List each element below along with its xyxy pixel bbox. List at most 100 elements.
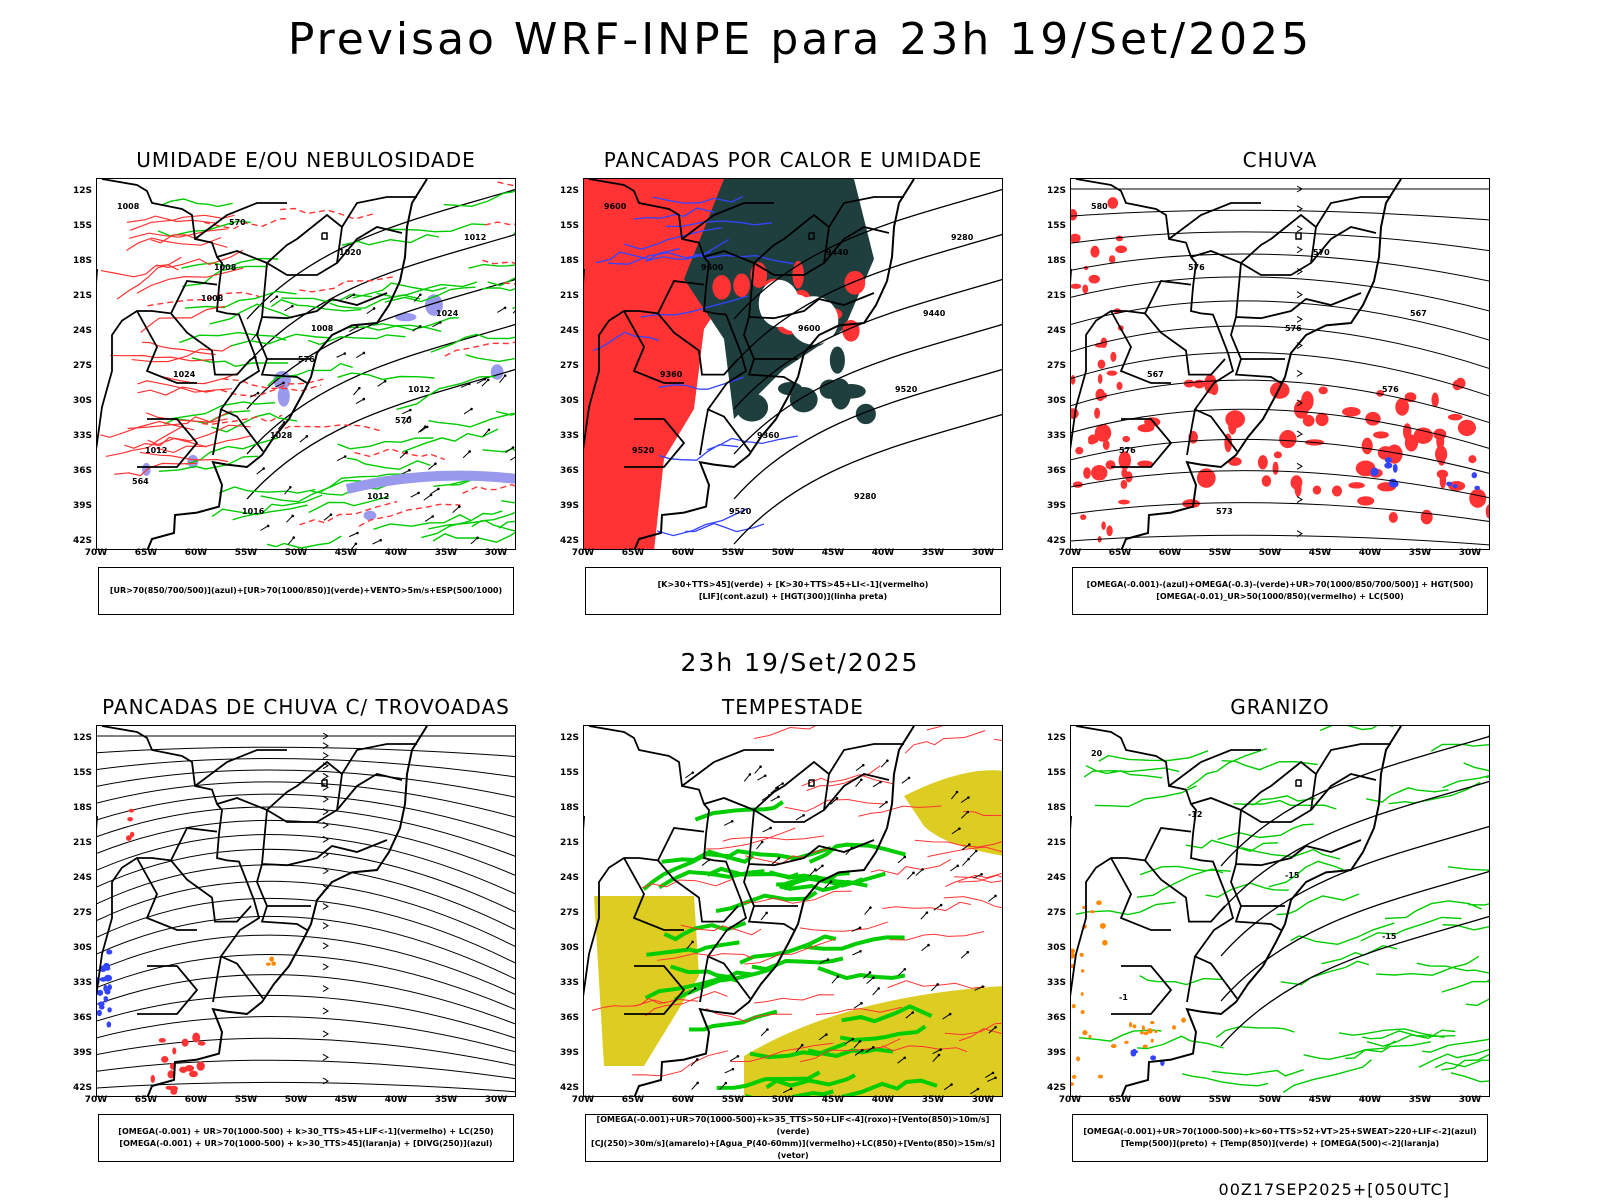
panel-legend: [OMEGA(-0.001)-(azul)+OMEGA(-0.3)-(verde… [1072,567,1488,615]
longitude-tick-label: 40W [1358,548,1382,558]
latitude-tick-label: 21S [1046,838,1066,848]
panel-legend: [OMEGA(-0.001)+UR>70(1000-500)+k>35_TTS>… [585,1114,1001,1162]
longitude-tick-label: 45W [334,548,358,558]
latitude-tick-label: 30S [72,396,92,406]
longitude-tick-label: 30W [1458,1095,1482,1105]
svg-text:1008: 1008 [214,263,237,272]
map-canvas: 9600 9600 9600 9520 9520 9520 9440 9440 9360 9360… [584,179,1002,549]
contour-labels: 9600 9600 9600 9520 9520 9520 9440 9440 9360 9360… [604,202,974,516]
run-info-footer: 00Z17SEP2025+[050UTC] [1218,1180,1450,1199]
svg-text:564: 564 [132,477,149,486]
latitude-tick-label: 27S [559,361,579,371]
map-borders [584,179,915,549]
svg-text:576: 576 [1188,263,1205,272]
latitude-tick-label: 27S [1046,361,1066,371]
legend-line: [OMEGA(-0.001)+UR>70(1000-500)+k>35_TTS>… [596,1115,990,1136]
latitude-tick-label: 42S [1046,536,1066,546]
svg-text:1008: 1008 [311,324,334,333]
latitude-tick-label: 24S [72,873,92,883]
latitude-tick-label: 12S [559,186,579,196]
latitude-tick-label: 18S [1046,256,1066,266]
panel-title: PANCADAS POR CALOR E UMIDADE [603,148,983,172]
longitude-tick-label: 70W [1058,548,1082,558]
map-canvas: 20 -12 -15 -15 -1 [1071,726,1489,1096]
legend-line: [OMEGA(-0.001)+UR>70(1000-500)+k>60+TTS>… [1083,1127,1477,1136]
wind850-vectors [685,759,997,1095]
map-canvas: 1008 1008 1008 1012 1012 1016 1020 1024 1024 1028… [97,179,515,549]
andes-contours [100,214,252,477]
jet-yellow-fill-south [744,986,1002,1096]
map-borders [97,179,428,549]
map-canvas: 580 576 576 576 576 573 570 567 567 [1071,179,1489,549]
thunder-red-patches-north [125,808,135,841]
legend-line: [OMEGA(-0.001)-(azul)+OMEGA(-0.3)-(verde… [1086,580,1474,589]
map-canvas [584,726,1002,1096]
latitude-tick-label: 24S [72,326,92,336]
map-panel: 9600 9600 9600 9520 9520 9520 9440 9440 9360 9360… [583,178,1003,550]
orange-patches [265,956,277,966]
svg-text:1020: 1020 [339,248,362,257]
latitude-tick-label: 24S [1046,326,1066,336]
map-borders [1071,726,1402,1096]
legend-line: [CJ(250)>30m/s](amarelo)+[Agua_P(40-60mm… [591,1139,995,1160]
svg-text:-15: -15 [1285,871,1300,880]
longitude-tick-label: 70W [1058,1095,1082,1105]
svg-text:9520: 9520 [895,385,918,394]
svg-text:9600: 9600 [701,263,724,272]
latitude-tick-label: 33S [559,431,579,441]
map-panel: 1008 1008 1008 1012 1012 1016 1020 1024 1024 1028… [96,178,516,550]
latitude-tick-label: 12S [72,186,92,196]
main-title: Previsao WRF-INPE para 23h 19/Set/2025 [287,14,1313,65]
latitude-tick-label: 30S [1046,396,1066,406]
latitude-tick-label: 42S [559,1083,579,1093]
svg-text:20: 20 [1091,749,1103,758]
hgt300-contours [733,188,1002,545]
latitude-tick-label: 36S [72,1013,92,1023]
longitude-tick-label: 60W [671,548,695,558]
svg-text:576: 576 [1285,324,1302,333]
panel-title: TEMPESTADE [722,695,864,719]
svg-text:1008: 1008 [117,202,140,211]
longitude-tick-label: 45W [1308,1095,1332,1105]
panel-legend: [UR>70(850/700/500)](azul)+[UR>70(1000/8… [98,567,514,615]
svg-text:1012: 1012 [367,492,389,501]
latitude-tick-label: 39S [1046,501,1066,511]
latitude-tick-label: 42S [559,536,579,546]
longitude-tick-label: 70W [84,1095,108,1105]
svg-text:9280: 9280 [854,492,877,501]
latitude-tick-label: 39S [559,1048,579,1058]
longitude-tick-label: 40W [1358,1095,1382,1105]
map-borders [584,726,915,1096]
latitude-tick-label: 21S [559,838,579,848]
streamlines [97,732,515,1093]
latitude-tick-label: 15S [559,221,579,231]
longitude-tick-label: 65W [621,548,645,558]
contour-labels: 1008 1008 1008 1012 1012 1016 1020 1024 1024 1028… [117,202,486,516]
longitude-tick-label: 50W [1258,1095,1282,1105]
latitude-tick-label: 33S [559,978,579,988]
latitude-tick-label: 33S [1046,978,1066,988]
hail-blue-patches [1130,1048,1165,1067]
latitude-tick-label: 39S [72,501,92,511]
latitude-tick-label: 21S [559,291,579,301]
longitude-tick-label: 45W [1308,548,1332,558]
svg-text:9600: 9600 [604,202,627,211]
latitude-tick-label: 30S [1046,943,1066,953]
latitude-tick-label: 39S [72,1048,92,1058]
panel-legend: [K>30+TTS>45](verde) + [K>30+TTS>45+LI<-… [585,567,1001,615]
legend-line: [OMEGA(-0.001) + UR>70(1000-500) + k>30_… [119,1139,493,1148]
latitude-tick-label: 21S [72,291,92,301]
latitude-tick-label: 33S [1046,431,1066,441]
panel-title: CHUVA [1242,148,1318,172]
longitude-tick-label: 65W [134,1095,158,1105]
latitude-tick-label: 27S [1046,908,1066,918]
legend-line: [UR>70(850/700/500)](azul)+[UR>70(1000/8… [109,586,503,595]
svg-text:1008: 1008 [201,294,224,303]
longitude-tick-label: 35W [1408,548,1432,558]
longitude-tick-label: 65W [621,1095,645,1105]
precip-red-patches [1088,374,1489,525]
svg-text:570: 570 [229,218,246,227]
longitude-tick-label: 55W [234,548,258,558]
svg-text:1012: 1012 [408,385,430,394]
svg-text:576: 576 [1119,446,1136,455]
